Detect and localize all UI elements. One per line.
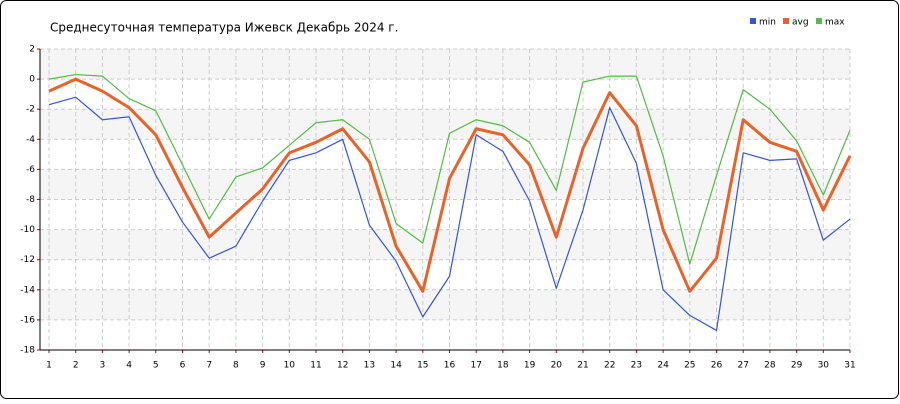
x-tick-label: 9 — [260, 361, 266, 371]
grid-band — [40, 49, 850, 80]
legend-swatch — [783, 18, 789, 24]
x-tick-label: 27 — [737, 361, 748, 371]
grid-band — [40, 109, 850, 140]
x-tick-label: 3 — [100, 361, 106, 371]
x-tick-label: 17 — [470, 361, 481, 371]
x-tick-label: 25 — [684, 361, 695, 371]
y-tick-label: -10 — [20, 225, 35, 235]
legend-swatch — [750, 18, 756, 24]
x-tick-label: 26 — [711, 361, 723, 371]
x-tick-label: 19 — [524, 361, 536, 371]
x-tick-label: 24 — [657, 361, 669, 371]
x-tick-label: 6 — [180, 361, 186, 371]
legend-swatch — [816, 18, 822, 24]
x-tick-label: 28 — [764, 361, 776, 371]
legend-label: min — [759, 18, 776, 28]
y-tick-label: -18 — [20, 346, 35, 356]
y-tick-label: 0 — [29, 75, 35, 85]
x-tick-label: 31 — [844, 361, 855, 371]
x-tick-label: 20 — [551, 361, 563, 371]
grid-band — [40, 229, 850, 260]
x-tick-label: 15 — [417, 361, 428, 371]
x-tick-label: 13 — [364, 361, 375, 371]
y-tick-label: -8 — [26, 195, 35, 205]
x-tick-label: 11 — [310, 361, 321, 371]
y-tick-label: -4 — [26, 135, 35, 145]
x-tick-label: 1 — [46, 361, 52, 371]
series-line — [48, 73, 851, 265]
x-tick-label: 12 — [337, 361, 348, 371]
x-tick-label: 7 — [206, 361, 212, 371]
x-tick-label: 4 — [126, 361, 132, 371]
x-tick-label: 30 — [818, 361, 830, 371]
legend-label: max — [825, 18, 845, 28]
y-tick-label: -14 — [20, 285, 35, 295]
series-line — [48, 96, 851, 332]
x-tick-label: 10 — [284, 361, 296, 371]
y-tick-label: -2 — [26, 105, 35, 115]
legend-label: avg — [792, 18, 809, 28]
grid-band — [40, 289, 850, 320]
x-tick-label: 29 — [791, 361, 803, 371]
x-tick-label: 2 — [73, 361, 79, 371]
y-tick-label: -12 — [20, 255, 35, 265]
x-tick-label: 23 — [631, 361, 642, 371]
chart-title: Среднесуточная температура Ижевск Декабр… — [50, 21, 398, 35]
x-tick-label: 18 — [497, 361, 509, 371]
x-tick-label: 5 — [153, 361, 159, 371]
y-tick-label: 2 — [29, 45, 35, 55]
y-tick-label: -6 — [26, 165, 35, 175]
x-tick-label: 14 — [390, 361, 402, 371]
x-tick-label: 21 — [577, 361, 588, 371]
x-tick-label: 22 — [604, 361, 615, 371]
x-tick-label: 16 — [444, 361, 456, 371]
x-tick-label: 8 — [233, 361, 239, 371]
y-tick-label: -16 — [20, 315, 35, 325]
series-line — [48, 77, 852, 293]
